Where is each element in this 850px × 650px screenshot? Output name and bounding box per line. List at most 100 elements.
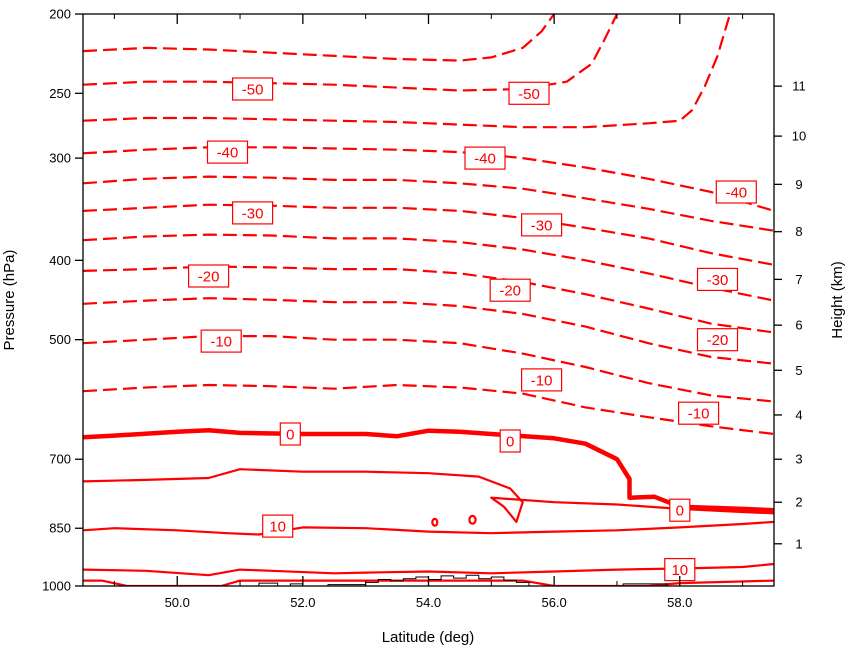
y-tick-label: 300: [49, 151, 71, 166]
contour-label-text: 10: [671, 562, 688, 579]
contour-label-box: [520, 213, 563, 237]
contour-label-box: [508, 81, 550, 105]
contour-label-box: [520, 368, 563, 392]
contour-label-box: [206, 140, 249, 164]
contour-label-18: 10: [664, 557, 696, 582]
y-tick-label: 500: [49, 332, 71, 347]
contour-label-9: -20: [489, 278, 531, 302]
x-axis-title: Latitude (deg): [382, 629, 475, 646]
y2-tick-label: 1: [795, 536, 802, 551]
contour-label-text: -50: [242, 82, 264, 99]
contour-label-text: -30: [707, 272, 729, 289]
x-tick-label: 52.0: [290, 595, 315, 610]
contour-label-4: -40: [715, 180, 757, 204]
y-axis-height: 1 2 3 4 5 6 7 8 9 10 11: [774, 79, 806, 551]
contour-label-5: -30: [232, 201, 274, 225]
contour-label-10: -20: [696, 328, 739, 352]
contour-label-6: -30: [520, 213, 563, 237]
contour-label-text: -30: [531, 217, 553, 234]
contour-label-17: 10: [262, 514, 294, 538]
contour-label-box: [464, 146, 506, 170]
contour-label-text: 10: [269, 519, 286, 536]
contour-label-0: -50: [232, 77, 274, 101]
contour-line--10-6: [83, 335, 774, 403]
contour-label-box: [696, 328, 739, 352]
contour-label-box: [696, 267, 739, 291]
contour-line--40-11: [83, 175, 774, 232]
contour-label-3: -40: [464, 146, 506, 170]
contour-label-box: [232, 201, 274, 225]
contour-label-box: [499, 429, 521, 453]
contour-label-text: -10: [531, 372, 553, 389]
y2-axis-title: Height (km): [829, 261, 846, 339]
y-tick-label: 850: [49, 521, 71, 536]
contour-line--50-13: [83, 14, 732, 129]
y-axis-title: Pressure (hPa): [1, 250, 18, 351]
x-tick-label: 50.0: [165, 595, 190, 610]
contour-label-text: 0: [506, 434, 514, 451]
y2-tick-label: 8: [795, 224, 802, 239]
contour-label-box: [489, 278, 531, 302]
contour-label-text: 0: [676, 503, 684, 520]
contour-label-text: -20: [499, 283, 521, 300]
y-tick-label: 400: [49, 253, 71, 268]
x-tick-label: 54.0: [416, 595, 441, 610]
y-tick-label: 1000: [42, 579, 71, 594]
x-axis: 50.0 52.0 54.0 56.0 58.0: [113, 14, 744, 610]
contour-line--50-15: [83, 14, 555, 62]
contour-line--10-5: [83, 383, 774, 436]
contour-line--20-8: [83, 265, 774, 334]
contour-label-box: [232, 77, 274, 101]
contour-label-text: -10: [688, 406, 710, 423]
contour-line--30-10: [83, 203, 774, 266]
contour-label-1: -50: [508, 81, 550, 105]
contour-label-text: -30: [242, 205, 264, 222]
contour-label-text: -20: [707, 332, 729, 349]
y2-tick-label: 5: [795, 363, 802, 378]
y2-tick-label: 9: [795, 177, 802, 192]
y-tick-label: 250: [49, 86, 71, 101]
contour-layer: [83, 14, 774, 586]
contour-line-10-3: [83, 468, 774, 523]
closed-contour-10-1: [468, 514, 477, 525]
contour-label-text: -40: [217, 145, 239, 162]
x-tick-label: 56.0: [541, 595, 566, 610]
y2-tick-label: 2: [795, 495, 802, 510]
contour-label-text: -40: [725, 185, 747, 202]
y-tick-label: 700: [49, 452, 71, 467]
contour-label-14: 0: [279, 422, 301, 446]
y2-tick-label: 11: [792, 79, 806, 94]
contour-label-box: [677, 401, 720, 425]
contour-line--30-9: [83, 233, 774, 302]
y-tick-label: 200: [49, 7, 71, 22]
x-tick-label: 58.0: [667, 595, 692, 610]
contour-label-text: -50: [518, 86, 540, 103]
contour-line--50-14: [83, 14, 618, 92]
y2-tick-label: 10: [792, 129, 806, 144]
contour-label-15: 0: [499, 429, 521, 453]
contour-label-layer: -50 -50 -40 -40 -40 -30 -30 -30 -20 -20 -20 -10 -10 -…: [188, 77, 757, 582]
contour-line-0-4: [83, 427, 774, 513]
contour-line--40-12: [83, 146, 774, 212]
contour-label-text: -10: [210, 334, 232, 351]
contour-label-8: -20: [188, 264, 230, 288]
contour-label-box: [188, 264, 230, 288]
y-axis-pressure: 200 250 300 400 500 700 850 1000: [42, 7, 83, 594]
contour-label-box: [262, 514, 294, 538]
contour-label-12: -10: [520, 368, 563, 392]
contour-label-box: [200, 329, 242, 353]
contour-label-box: [279, 422, 301, 446]
contour-label-16: 0: [669, 498, 691, 522]
contour-label-13: -10: [677, 401, 720, 425]
contour-line-10-2: [83, 520, 774, 536]
y2-tick-label: 7: [795, 272, 802, 287]
y2-tick-label: 3: [795, 452, 802, 467]
y2-tick-label: 4: [795, 407, 802, 422]
contour-label-11: -10: [200, 329, 242, 353]
contour-label-box: [669, 498, 691, 522]
contour-line--20-7: [83, 297, 774, 365]
closed-contour-10-0: [431, 517, 439, 527]
contour-label-text: 0: [286, 427, 294, 444]
y2-tick-label: 6: [795, 318, 802, 333]
